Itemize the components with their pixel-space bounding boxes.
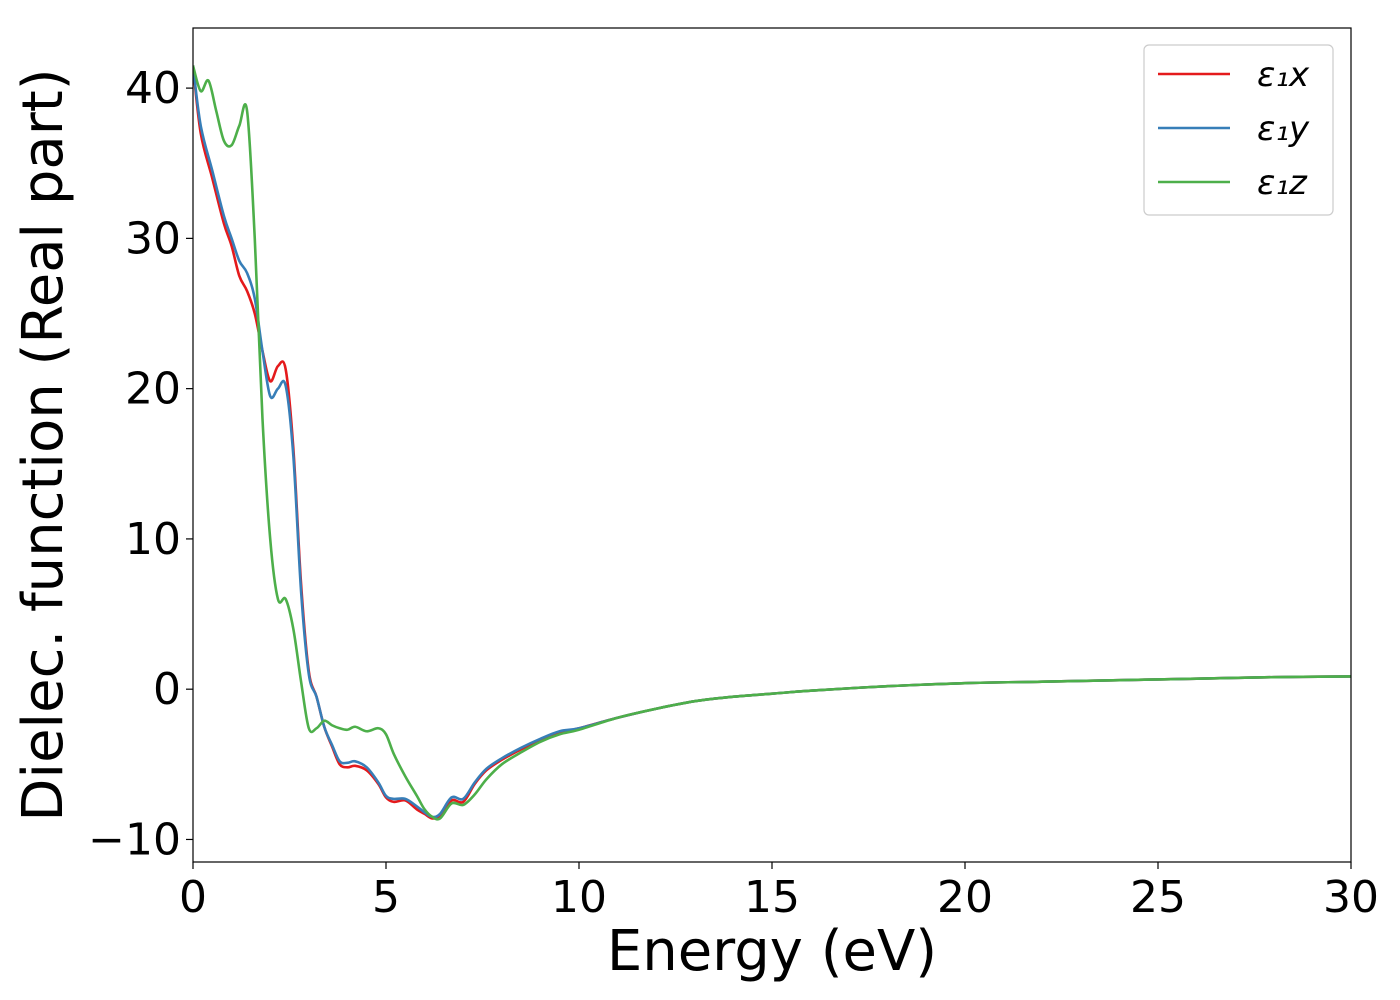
x-tick-label: 0 <box>179 872 207 923</box>
legend-label-1: ε₁x <box>1257 55 1310 95</box>
y-tick-label: 10 <box>125 514 181 565</box>
x-tick-label: 5 <box>372 872 400 923</box>
x-tick-label: 10 <box>551 872 607 923</box>
y-axis-title: Dielec. function (Real part) <box>11 68 76 821</box>
x-tick-label: 25 <box>1130 872 1186 923</box>
legend: ε₁x ε₁y ε₁z <box>1143 44 1334 216</box>
plot-area <box>193 65 1351 821</box>
y-axis: −10 0 10 20 30 40 <box>88 63 193 865</box>
x-axis: 0 5 10 15 20 25 30 <box>179 862 1379 923</box>
x-tick-label: 20 <box>937 872 993 923</box>
series-line-3 <box>193 65 1351 821</box>
y-tick-label: 0 <box>153 664 181 715</box>
x-tick-label: 15 <box>744 872 800 923</box>
y-tick-label: 20 <box>125 364 181 415</box>
y-tick-label: −10 <box>88 814 181 865</box>
y-tick-label: 30 <box>125 213 181 264</box>
legend-label-2: ε₁y <box>1257 109 1310 149</box>
legend-box <box>1143 44 1334 216</box>
x-axis-title: Energy (eV) <box>607 919 937 984</box>
x-tick-label: 30 <box>1323 872 1379 923</box>
legend-label-3: ε₁z <box>1257 163 1308 203</box>
y-tick-label: 40 <box>125 63 181 114</box>
